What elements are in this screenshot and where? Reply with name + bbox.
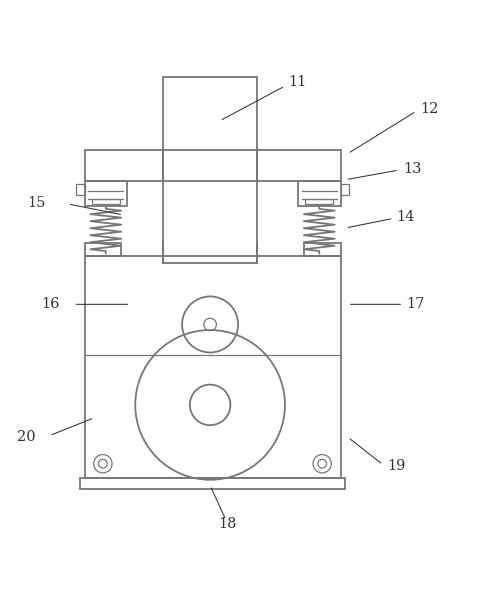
Bar bbox=[305, 199, 333, 204]
Bar bbox=[80, 478, 345, 489]
Text: 20: 20 bbox=[17, 430, 36, 444]
Text: 13: 13 bbox=[404, 162, 422, 176]
Text: 12: 12 bbox=[421, 102, 439, 116]
Bar bbox=[85, 256, 341, 478]
Text: 17: 17 bbox=[406, 297, 425, 311]
Text: 18: 18 bbox=[218, 517, 236, 531]
Text: 14: 14 bbox=[397, 210, 415, 225]
Bar bbox=[92, 199, 120, 204]
Bar bbox=[298, 181, 341, 206]
Text: 19: 19 bbox=[387, 459, 405, 473]
Text: 16: 16 bbox=[42, 297, 60, 311]
Bar bbox=[341, 184, 349, 195]
Bar bbox=[85, 243, 121, 256]
Bar bbox=[163, 77, 257, 264]
Text: 11: 11 bbox=[288, 75, 306, 89]
Bar bbox=[85, 150, 341, 181]
Bar bbox=[304, 243, 341, 256]
Bar bbox=[76, 184, 85, 195]
Bar bbox=[85, 181, 127, 206]
Text: 15: 15 bbox=[27, 196, 45, 210]
